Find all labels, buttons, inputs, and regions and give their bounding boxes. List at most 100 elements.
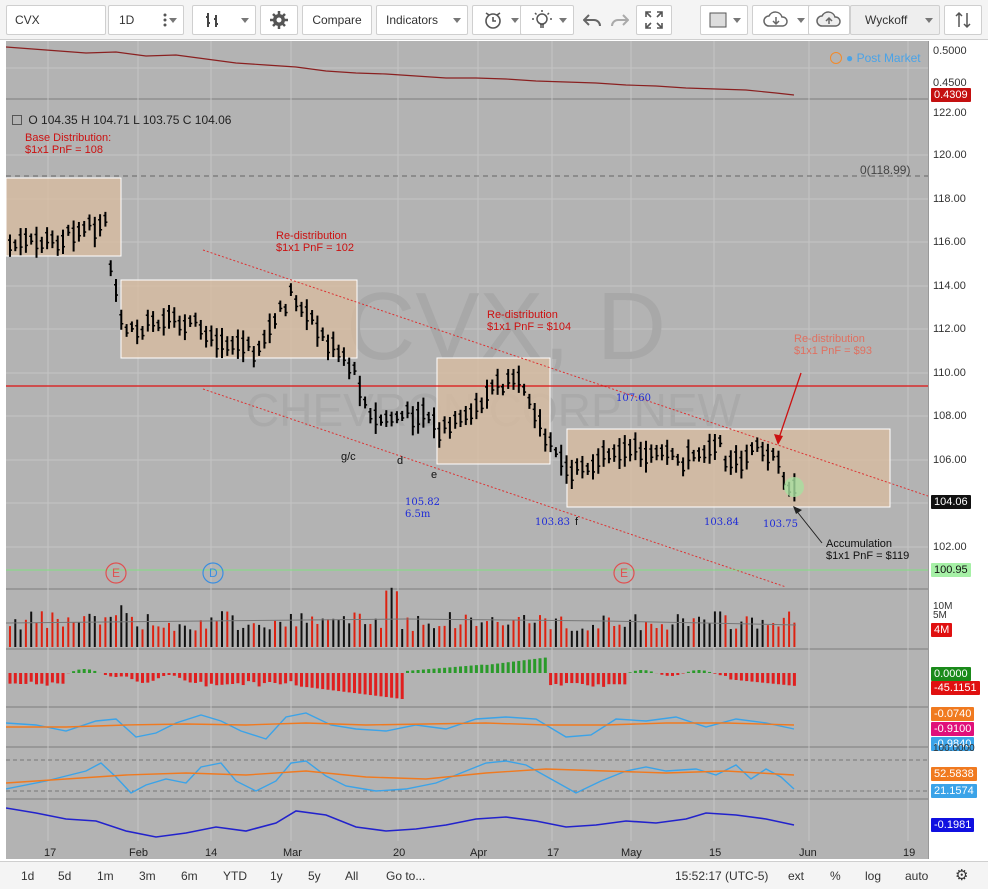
axis-tick: 110.00 (933, 367, 966, 379)
x-label: Feb (129, 847, 148, 859)
bars-style-icon (206, 13, 218, 27)
collapse-icon[interactable] (12, 115, 22, 125)
range-6m[interactable]: 6m (181, 869, 198, 883)
price-label-103-75: 103.75 (763, 519, 798, 530)
channel-lower (202, 388, 787, 588)
volume-tag: 4M (931, 623, 953, 637)
x-label: 17 (44, 847, 57, 859)
x-label: Apr (470, 847, 488, 859)
compare-button[interactable]: Compare (302, 5, 372, 35)
channel-upper (202, 249, 928, 497)
top-toolbar: CVX 1D Compare Indicators Wyckoff (0, 0, 988, 40)
axis-tick: 0.4500 (933, 77, 967, 89)
range-all[interactable]: All (345, 869, 359, 883)
indicators-label: Indicators (386, 13, 439, 27)
axis-tick: 102.00 (933, 541, 967, 553)
axis-tick: 122.00 (933, 107, 967, 119)
clock-icon (830, 52, 842, 64)
event-dividend[interactable]: D (209, 566, 218, 580)
x-label: 17 (547, 847, 560, 859)
price-label-103-83: 103.83 (535, 517, 570, 528)
lightbulb-icon (532, 10, 552, 28)
x-label: Jun (799, 847, 817, 859)
rsi-tag-blue: 21.1574 (931, 784, 977, 798)
symbol-search-input[interactable]: CVX (6, 5, 106, 35)
cloud-download-icon (763, 11, 788, 27)
redo-button[interactable] (606, 5, 634, 35)
axis-tick: 108.00 (933, 410, 967, 422)
price-label-105-82: 105.82 6.5m (405, 497, 440, 520)
percent-toggle[interactable]: % (830, 869, 841, 883)
x-label: 19 (903, 847, 916, 859)
range-ytd[interactable]: YTD (223, 869, 247, 883)
rsi-orange-line (6, 768, 795, 784)
green-level-tag: 100.95 (931, 563, 971, 577)
osc-tag-orange: -0.0740 (931, 707, 975, 721)
undo-button[interactable] (578, 5, 606, 35)
range-5d[interactable]: 5d (58, 869, 72, 883)
axis-tick: 0.5000 (933, 45, 967, 57)
rsi-blue-line (6, 760, 795, 794)
x-label: 14 (205, 847, 218, 859)
post-market-status: ● Post Market (830, 52, 921, 64)
indicators-button[interactable]: Indicators (376, 5, 468, 35)
goto-button[interactable]: Go to... (386, 869, 426, 883)
load-layout-button[interactable] (752, 5, 812, 35)
chart-area[interactable]: CVX, D CHEVRON CORP NEW E D E (6, 41, 928, 859)
volume-bars (9, 587, 796, 647)
macd-histogram (8, 657, 796, 700)
chart-style-select[interactable] (192, 5, 256, 35)
event-earnings-1[interactable]: E (112, 566, 120, 580)
redist-label-2: Re-distribution $1x1 PnF = $104 (487, 309, 572, 333)
color-theme-select[interactable] (700, 5, 748, 35)
sort-button[interactable] (944, 5, 982, 35)
osc-orange-line (6, 722, 795, 728)
fullscreen-button[interactable] (636, 5, 672, 35)
top-value-tag: 0.4309 (931, 88, 971, 102)
auto-toggle[interactable]: auto (905, 869, 929, 883)
log-toggle[interactable]: log (865, 869, 882, 883)
current-marker (784, 477, 804, 497)
more-icon[interactable] (146, 5, 184, 35)
redist-label-1: Re-distribution $1x1 PnF = 102 (276, 230, 354, 254)
base-distribution-label: Base Distribution: $1x1 PnF = 108 (25, 132, 112, 156)
settings-button[interactable] (260, 5, 298, 35)
settings-gear-icon[interactable]: ⚙ (955, 867, 969, 884)
ideas-button[interactable] (520, 5, 574, 35)
axis-tick: 10M (933, 601, 953, 612)
x-label: 20 (393, 847, 406, 859)
layout-select[interactable]: Wyckoff (850, 5, 940, 35)
range-1m[interactable]: 1m (97, 869, 114, 883)
gear-icon (270, 11, 288, 29)
x-label: 15 (709, 847, 722, 859)
axis-tick: 100.0000 (933, 743, 975, 754)
save-layout-button[interactable] (808, 5, 850, 35)
alert-button[interactable] (472, 5, 526, 35)
range-3m[interactable]: 3m (139, 869, 156, 883)
ext-toggle[interactable]: ext (788, 869, 805, 883)
top-pane-line (6, 46, 795, 96)
osc-tag-blue: -0.9840 (931, 737, 975, 751)
ohlc-legend: O 104.35 H 104.71 L 103.75 C 104.06 (12, 113, 231, 127)
event-earnings-2[interactable]: E (620, 566, 628, 580)
cloud-upload-icon (816, 11, 841, 27)
alarm-clock-icon (485, 12, 501, 29)
undo-icon (583, 14, 601, 27)
label-e: e (431, 469, 438, 481)
accumulation-box (566, 428, 891, 508)
interval-select[interactable]: 1D (108, 5, 184, 35)
rsi-tag-orange: 52.5838 (931, 767, 977, 781)
layout-name: Wyckoff (865, 13, 908, 27)
range-5y[interactable]: 5y (308, 869, 321, 883)
range-1d[interactable]: 1d (21, 869, 35, 883)
osc-tag-pink: -0.9100 (931, 722, 975, 736)
price-axis[interactable]: 0.5000 0.4500 0.4309 122.00 120.00 118.0… (928, 41, 988, 859)
clock-readout: 15:52:17 (UTC-5) (675, 869, 769, 883)
price-label-103-84: 103.84 (704, 517, 739, 528)
square-icon (709, 12, 727, 28)
range-1y[interactable]: 1y (270, 869, 283, 883)
symbol-text: CVX (15, 13, 40, 27)
redistribution-box-2 (436, 357, 551, 465)
redist-arrow (777, 372, 802, 442)
axis-tick: 114.00 (933, 280, 966, 292)
